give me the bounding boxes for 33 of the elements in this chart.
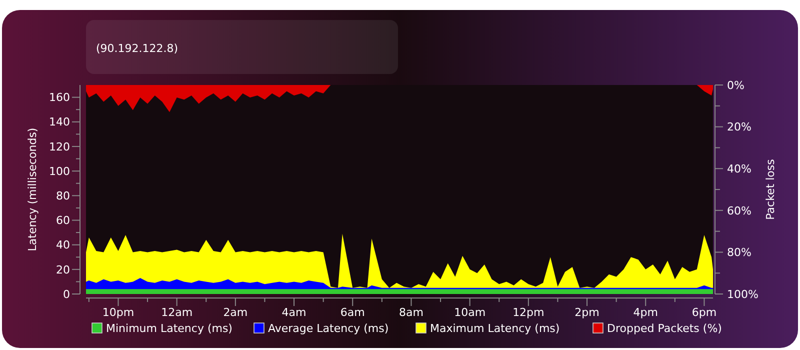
y-tick-label: 60 [56, 214, 70, 228]
x-tick-label: 8am [398, 306, 424, 319]
x-tick-label: 4am [282, 306, 306, 319]
y-tick-label: 100 [49, 164, 70, 178]
x-tick-label: 10pm [102, 306, 134, 319]
legend-label: Dropped Packets (%) [607, 322, 722, 335]
legend-label: Maximum Latency (ms) [430, 322, 560, 335]
y-axis-title: Latency (milliseconds) [26, 128, 39, 252]
x-tick-label: 2am [223, 306, 248, 319]
y-tick-label: 80 [56, 189, 70, 202]
y2-tick-label: 80% [727, 246, 752, 260]
y-tick-label: 40 [56, 238, 70, 252]
x-tick-label: 2pm [574, 306, 600, 319]
y-tick-label: 0 [63, 288, 70, 301]
x-tick-label: 6pm [692, 306, 717, 319]
y2-tick-label: 100% [727, 288, 758, 301]
y-tick-label: 120 [49, 140, 70, 154]
x-tick-label: 12pm [512, 306, 544, 319]
y2-tick-label: 0% [727, 78, 744, 92]
y2-tick-label: 40% [727, 162, 752, 176]
y-tick-label: 140 [49, 116, 70, 129]
x-tick-label: 10am [454, 306, 486, 319]
y2-axis-title: Packet loss [764, 158, 777, 220]
x-tick-label: 6am [340, 306, 365, 319]
y2-tick-label: 20% [727, 120, 752, 134]
y2-tick-label: 60% [727, 204, 752, 218]
legend-label: Average Latency (ms) [268, 322, 389, 335]
x-tick-label: 4pm [633, 306, 658, 319]
y-tick-label: 20 [56, 263, 70, 276]
x-tick-label: 12am [161, 306, 193, 319]
y-tick-label: 160 [49, 91, 70, 104]
chart-subtitle: (90.192.122.8) [96, 42, 178, 55]
legend-label: Minimum Latency (ms) [106, 322, 232, 335]
